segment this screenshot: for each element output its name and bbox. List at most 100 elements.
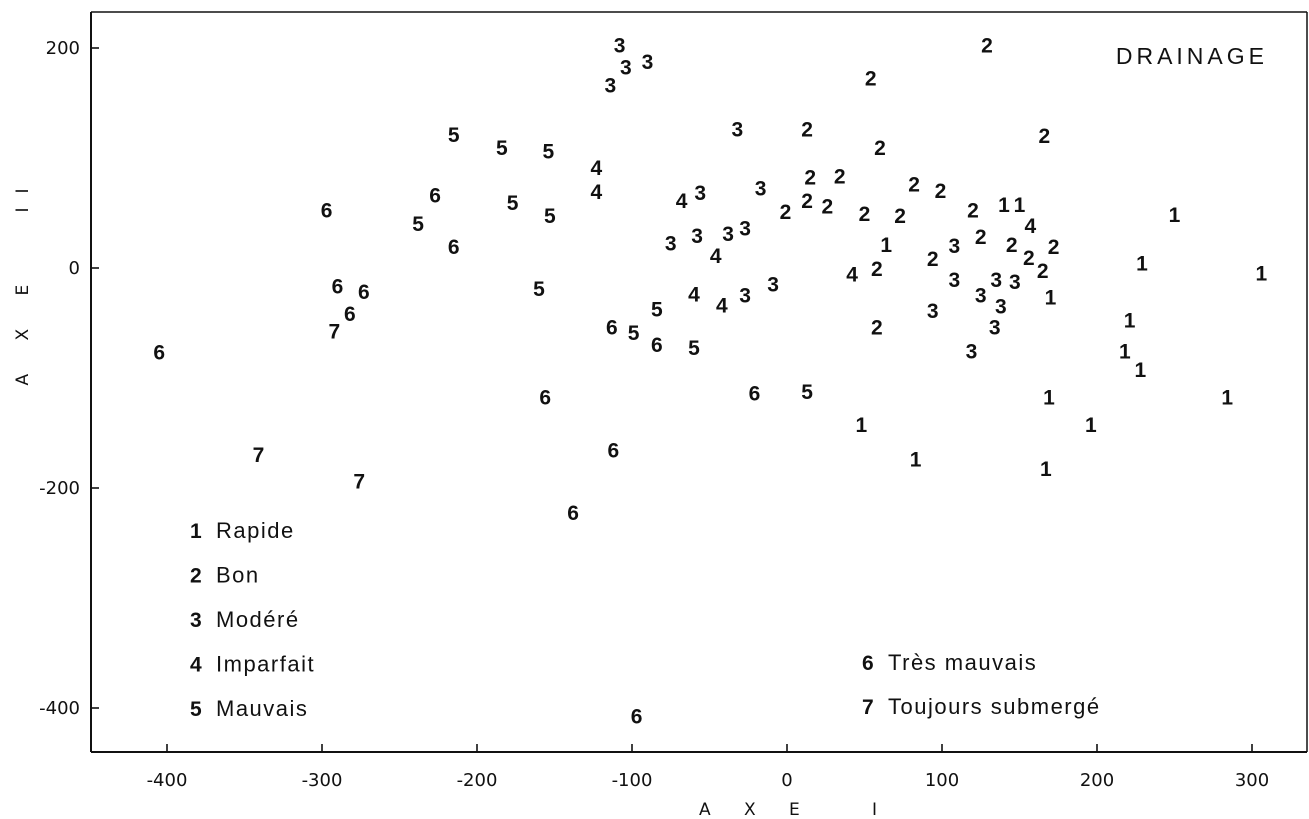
data-point-class-1: 1 xyxy=(880,234,892,257)
data-point-class-4: 4 xyxy=(591,157,603,180)
data-point-class-6: 6 xyxy=(539,387,551,410)
data-point-class-3: 3 xyxy=(949,235,961,258)
data-point-class-2: 2 xyxy=(871,316,883,339)
data-point-class-2: 2 xyxy=(1037,260,1049,283)
data-point-class-5: 5 xyxy=(412,213,424,236)
data-point-class-3: 3 xyxy=(989,316,1001,339)
data-point-class-1: 1 xyxy=(1136,253,1148,276)
legend-code: 6 xyxy=(862,652,874,675)
data-point-class-3: 3 xyxy=(691,225,703,248)
data-point-class-2: 2 xyxy=(927,248,939,271)
data-point-class-2: 2 xyxy=(865,68,877,91)
data-point-class-2: 2 xyxy=(801,118,813,141)
data-point-class-2: 2 xyxy=(1006,234,1018,257)
legend-code: 7 xyxy=(862,696,874,719)
data-point-class-5: 5 xyxy=(542,140,554,163)
data-point-class-2: 2 xyxy=(975,226,987,249)
data-point-class-3: 3 xyxy=(975,284,987,307)
data-point-class-2: 2 xyxy=(780,201,792,224)
y-tick-label: -200 xyxy=(39,478,80,499)
data-point-class-6: 6 xyxy=(606,316,618,339)
data-point-class-4: 4 xyxy=(591,181,603,204)
data-point-class-3: 3 xyxy=(739,284,751,307)
data-point-class-3: 3 xyxy=(614,35,626,58)
plot-frame xyxy=(90,11,1308,753)
data-point-class-3: 3 xyxy=(995,295,1007,318)
data-point-class-3: 3 xyxy=(642,51,654,74)
data-point-class-5: 5 xyxy=(688,337,700,360)
data-point-class-4: 4 xyxy=(1025,215,1037,238)
legend-code: 3 xyxy=(190,609,202,632)
data-point-class-2: 2 xyxy=(1048,236,1060,259)
data-point-class-2: 2 xyxy=(821,195,833,218)
data-point-class-3: 3 xyxy=(767,273,779,296)
legend-code: 4 xyxy=(190,654,202,677)
x-tick-label: 200 xyxy=(1080,770,1114,791)
legend-label: Bon xyxy=(216,563,260,588)
data-point-class-6: 6 xyxy=(344,303,356,326)
data-point-class-3: 3 xyxy=(1009,271,1021,294)
data-point-class-5: 5 xyxy=(628,322,640,345)
data-point-class-3: 3 xyxy=(990,269,1002,292)
chart-title: DRAINAGE xyxy=(1116,43,1268,69)
data-point-class-3: 3 xyxy=(620,57,632,80)
x-tick-label: -200 xyxy=(457,770,498,791)
data-point-class-3: 3 xyxy=(665,233,677,256)
legend-label: Toujours submergé xyxy=(888,694,1101,719)
legend-label: Très mauvais xyxy=(888,650,1037,675)
data-point-class-3: 3 xyxy=(604,74,616,97)
data-point-class-5: 5 xyxy=(801,381,813,404)
y-tick-label: 200 xyxy=(46,38,80,59)
data-point-class-2: 2 xyxy=(859,203,871,226)
data-point-class-6: 6 xyxy=(358,281,370,304)
data-point-class-6: 6 xyxy=(153,342,165,365)
data-point-class-6: 6 xyxy=(608,440,620,463)
legend-label: Imparfait xyxy=(216,652,315,677)
data-point-class-5: 5 xyxy=(544,205,556,228)
data-point-class-2: 2 xyxy=(1023,247,1035,270)
legend: 1 Rapide 2 Bon 3 Modéré 4 Imparfait 5 Mauvais 6 Trè… xyxy=(190,518,1101,721)
x-axis-title: A X E I xyxy=(699,800,891,819)
data-point-class-2: 2 xyxy=(871,258,883,281)
y-axis-ticks: -400 -200 0 200 xyxy=(39,38,99,719)
data-point-class-2: 2 xyxy=(894,205,906,228)
data-point-class-7: 7 xyxy=(329,321,341,344)
data-point-class-6: 6 xyxy=(567,502,579,525)
data-point-class-1: 1 xyxy=(1169,204,1181,227)
legend-code: 5 xyxy=(190,698,202,721)
x-axis-ticks: -400 -300 -200 -100 0 100 200 300 xyxy=(147,744,1269,791)
data-point-class-1: 1 xyxy=(1135,359,1147,382)
data-point-class-1: 1 xyxy=(1040,458,1052,481)
data-point-class-4: 4 xyxy=(716,294,728,317)
data-point-class-7: 7 xyxy=(253,444,265,467)
data-point-class-1: 1 xyxy=(998,194,1010,217)
data-point-class-6: 6 xyxy=(429,184,441,207)
legend-code: 1 xyxy=(190,520,202,543)
data-point-class-3: 3 xyxy=(927,300,939,323)
data-point-class-2: 2 xyxy=(967,200,979,223)
data-point-class-4: 4 xyxy=(688,283,700,306)
legend-code: 2 xyxy=(190,565,202,588)
data-point-class-1: 1 xyxy=(1085,414,1097,437)
x-tick-label: -400 xyxy=(147,770,188,791)
data-point-class-6: 6 xyxy=(448,236,460,259)
x-tick-label: 0 xyxy=(781,770,792,791)
data-point-class-6: 6 xyxy=(321,200,333,223)
data-point-class-2: 2 xyxy=(935,180,947,203)
data-point-class-5: 5 xyxy=(448,124,460,147)
data-point-class-5: 5 xyxy=(651,299,663,322)
data-point-class-6: 6 xyxy=(332,276,344,299)
data-point-class-1: 1 xyxy=(1124,310,1136,333)
data-point-class-4: 4 xyxy=(846,264,858,287)
data-point-class-1: 1 xyxy=(856,414,868,437)
data-point-class-3: 3 xyxy=(755,178,767,201)
y-axis-title: A X E II xyxy=(13,174,33,385)
data-point-class-2: 2 xyxy=(801,190,813,213)
data-point-class-3: 3 xyxy=(966,341,978,364)
data-point-class-6: 6 xyxy=(631,706,643,729)
data-point-class-1: 1 xyxy=(1255,262,1267,285)
legend-label: Mauvais xyxy=(216,696,308,721)
data-point-class-2: 2 xyxy=(834,166,846,189)
data-point-class-3: 3 xyxy=(722,223,734,246)
